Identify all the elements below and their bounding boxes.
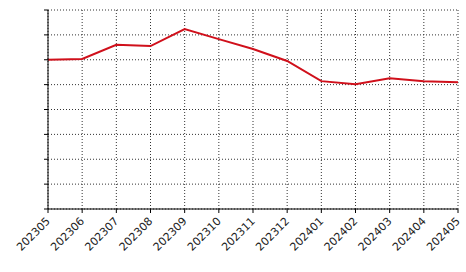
svg-text:202311: 202311 bbox=[219, 215, 258, 254]
svg-text:202305: 202305 bbox=[14, 215, 53, 254]
svg-text:202402: 202402 bbox=[322, 215, 361, 254]
svg-text:202307: 202307 bbox=[82, 215, 121, 254]
svg-text:202405: 202405 bbox=[424, 215, 458, 254]
svg-text:202404: 202404 bbox=[390, 215, 429, 254]
svg-text:202306: 202306 bbox=[48, 215, 87, 254]
svg-text:202312: 202312 bbox=[253, 215, 292, 254]
svg-text:202309: 202309 bbox=[151, 215, 190, 254]
svg-text:202401: 202401 bbox=[287, 215, 326, 254]
svg-text:202310: 202310 bbox=[185, 215, 224, 254]
svg-text:202403: 202403 bbox=[356, 215, 395, 254]
svg-text:202308: 202308 bbox=[117, 215, 156, 254]
